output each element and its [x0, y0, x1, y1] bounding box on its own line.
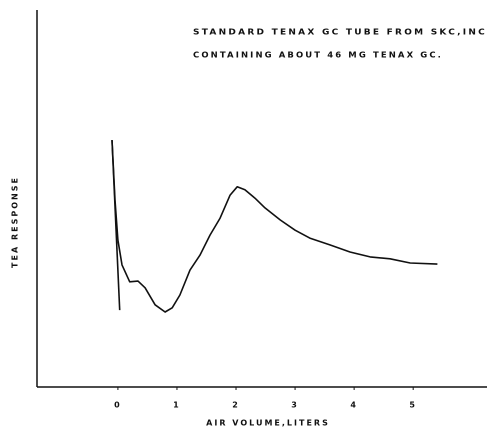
annotation: CONTAINING ABOUT 46 MG TENAX GC.	[193, 51, 443, 60]
data-line	[111, 140, 121, 311]
data-line	[111, 140, 438, 313]
x-tick-label: 0	[114, 401, 122, 410]
y-axis-label: TEA RESPONSE	[11, 176, 20, 268]
x-tick-label: 5	[409, 401, 417, 410]
x-tick-label: 1	[173, 401, 181, 410]
x-tick-label: 4	[350, 401, 358, 410]
x-axis-label: AIR VOLUME,LITERS	[206, 419, 330, 428]
annotation: STANDARD TENAX GC TUBE FROM SKC,INC	[193, 28, 487, 37]
x-tick-label: 2	[232, 401, 240, 410]
x-tick-label: 3	[291, 401, 299, 410]
